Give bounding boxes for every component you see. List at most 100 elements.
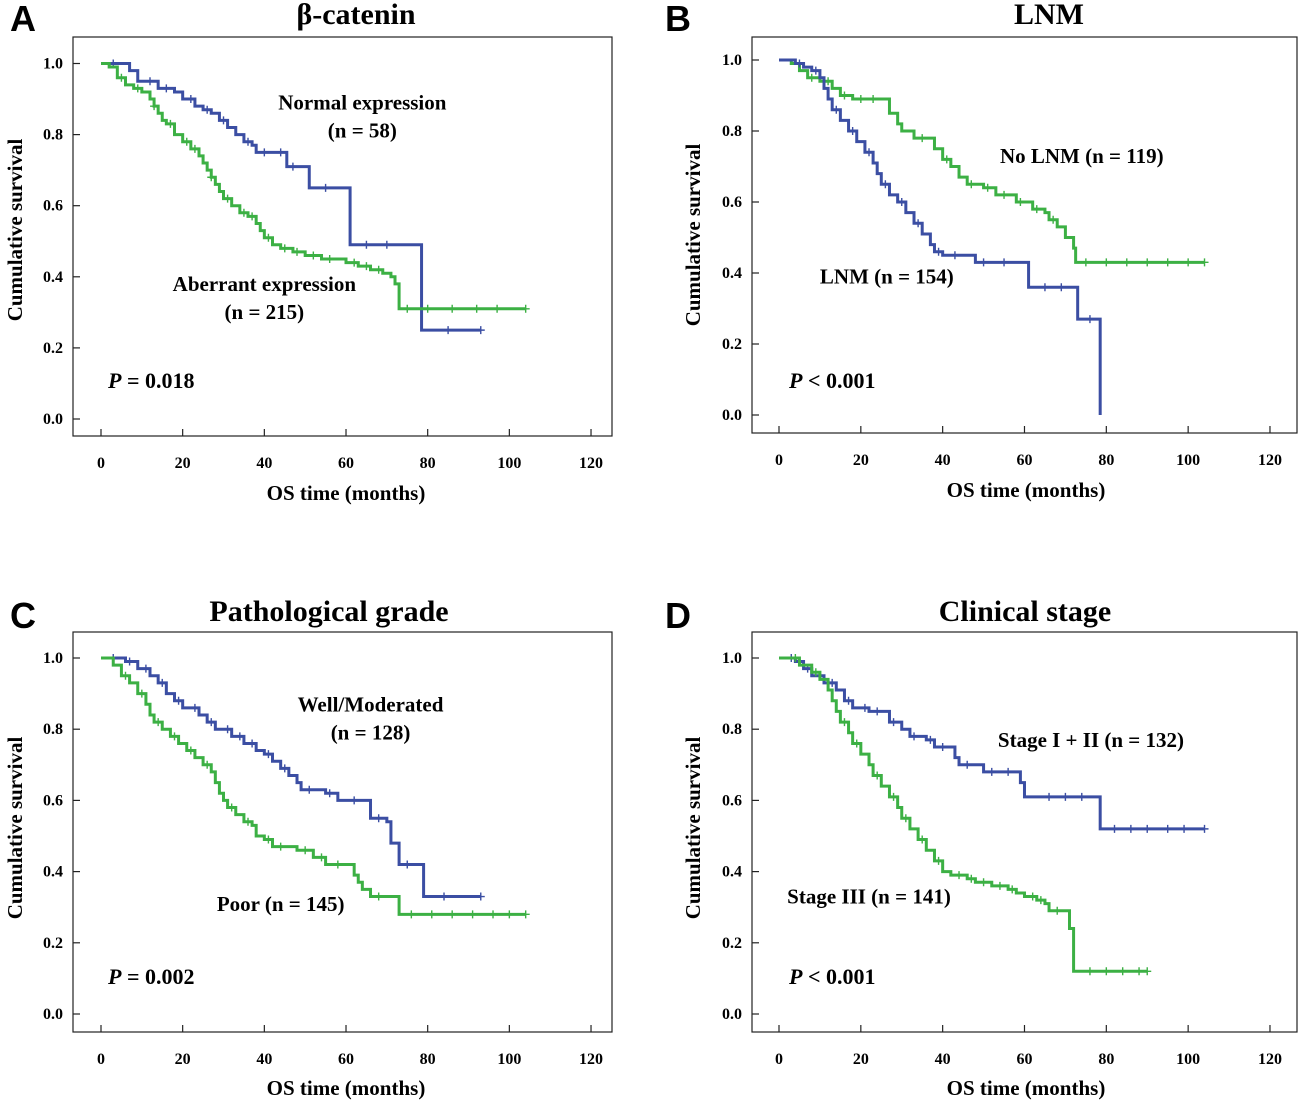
censor-mark <box>505 910 514 919</box>
censor-mark <box>374 814 383 823</box>
censor-mark <box>427 910 436 919</box>
censor-mark <box>1122 258 1131 267</box>
y-tick-label: 0.8 <box>722 721 742 738</box>
series-annotation: Aberrant expression <box>173 272 357 296</box>
censor-mark <box>309 251 318 260</box>
x-tick-label: 20 <box>175 1051 191 1068</box>
censor-mark <box>1028 892 1037 901</box>
censor-mark <box>1081 258 1090 267</box>
censor-mark <box>865 148 874 157</box>
censor-mark <box>1040 283 1049 292</box>
censor-mark <box>873 771 882 780</box>
series-annotation: Stage I + II (n = 132) <box>998 728 1184 752</box>
chart-title: β-catenin <box>296 0 416 31</box>
censor-mark <box>1110 824 1119 833</box>
censor-mark <box>832 105 841 114</box>
x-axis-label: OS time (months) <box>267 481 426 505</box>
censor-mark <box>1053 906 1062 915</box>
censor-mark <box>186 95 195 104</box>
censor-mark <box>1102 967 1111 976</box>
x-tick-label: 0 <box>97 455 105 472</box>
p-value-text: < 0.001 <box>802 964 875 989</box>
censor-mark <box>910 732 919 741</box>
series-annotation: LNM (n = 154) <box>820 265 954 289</box>
x-tick-label: 80 <box>420 1051 436 1068</box>
y-tick-label: 1.0 <box>722 650 742 667</box>
x-tick-label: 0 <box>775 1051 783 1068</box>
censor-mark <box>873 707 882 716</box>
censor-mark <box>1200 258 1209 267</box>
censor-mark <box>811 668 820 677</box>
x-tick-label: 20 <box>853 1051 869 1068</box>
y-axis-label: Cumulative survival <box>681 144 705 327</box>
censor-mark <box>1180 824 1189 833</box>
censor-mark <box>203 105 212 114</box>
panel-letter: B <box>665 0 691 39</box>
series-annotation: Normal expression <box>278 91 447 115</box>
censor-mark <box>1000 190 1009 199</box>
plot-area: 0.0 0.2 0.4 0.6 0.8 1.0 0 20 40 60 80 100 120 OS time… <box>3 36 613 505</box>
plot-area: 0.0 0.2 0.4 0.6 0.8 1.0 0 20 40 60 80 100 120 OS time… <box>681 631 1298 1100</box>
censor-mark <box>207 173 216 182</box>
censor-mark <box>489 910 498 919</box>
censor-mark <box>288 162 297 171</box>
censor-mark <box>881 180 890 189</box>
censor-mark <box>407 910 416 919</box>
censor-mark <box>918 134 927 143</box>
plot-frame <box>72 36 613 437</box>
x-tick-label: 60 <box>1016 1051 1032 1068</box>
y-tick-label: 0.6 <box>43 198 63 215</box>
censor-mark <box>248 739 257 748</box>
censor-mark <box>162 84 171 93</box>
censor-mark <box>1032 205 1041 214</box>
censor-mark <box>852 739 861 748</box>
y-tick-label: 0.2 <box>722 935 742 952</box>
censor-mark <box>440 892 449 901</box>
censor-mark <box>174 696 183 705</box>
censor-mark <box>244 137 253 146</box>
censor-mark <box>374 265 383 274</box>
y-tick-label: 0.4 <box>43 864 63 881</box>
series-annotation: Well/Moderated <box>298 692 444 716</box>
censor-mark <box>795 59 804 68</box>
censor-mark <box>934 247 943 256</box>
x-axis-label: OS time (months) <box>947 478 1106 502</box>
x-tick-label: 60 <box>338 1051 354 1068</box>
x-tick-label: 100 <box>1176 1051 1200 1068</box>
censor-mark <box>472 304 481 313</box>
censor-mark <box>1143 967 1152 976</box>
censor-mark <box>1143 258 1152 267</box>
panel-letter: A <box>10 0 36 39</box>
censor-mark <box>333 860 342 869</box>
censor-mark <box>321 183 330 192</box>
censor-mark <box>1061 792 1070 801</box>
censor-mark <box>264 233 273 242</box>
censor-mark <box>137 689 146 698</box>
x-tick-label: 40 <box>256 455 272 472</box>
censor-mark <box>889 718 898 727</box>
censor-mark <box>979 258 988 267</box>
series-annotation: (n = 215) <box>225 300 305 324</box>
censor-mark <box>1077 792 1086 801</box>
censor-mark <box>967 180 976 189</box>
p-value-symbol: P <box>107 368 122 393</box>
censor-mark <box>448 304 457 313</box>
censor-mark <box>1200 824 1209 833</box>
censor-mark <box>403 860 412 869</box>
y-tick-label: 0.6 <box>722 792 742 809</box>
y-axis-label: Cumulative survival <box>681 737 705 920</box>
censor-mark <box>1036 896 1045 905</box>
censor-mark <box>125 657 134 666</box>
censor-mark <box>860 703 869 712</box>
p-value: P = 0.002 <box>107 964 195 989</box>
x-tick-label: 20 <box>853 452 869 469</box>
censor-mark <box>979 878 988 887</box>
x-tick-label: 40 <box>935 452 951 469</box>
censor-mark <box>374 892 383 901</box>
x-tick-label: 60 <box>338 455 354 472</box>
censor-mark <box>987 767 996 776</box>
censor-mark <box>219 116 228 125</box>
x-tick-label: 120 <box>579 1051 603 1068</box>
censor-mark <box>914 219 923 228</box>
censor-mark <box>1163 824 1172 833</box>
